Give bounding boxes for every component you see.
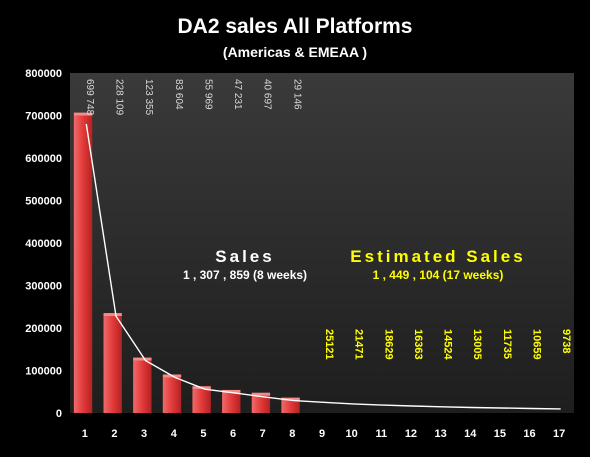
sales-bar-cap — [133, 357, 152, 361]
sales-bar — [73, 115, 93, 413]
estimated-value-label: 10659 — [531, 329, 543, 360]
x-tick-label: 15 — [494, 428, 506, 440]
x-tick-label: 1 — [82, 428, 88, 440]
chart-title: DA2 sales All Platforms — [178, 15, 413, 38]
sales-bar — [103, 316, 122, 413]
estimated-value-label: 18629 — [382, 329, 394, 360]
sales-bar-cap — [73, 112, 93, 116]
y-tick-label: 400000 — [25, 238, 62, 250]
y-tick-label: 500000 — [25, 196, 62, 208]
sales-value-label: 228 109 — [113, 79, 124, 116]
estimated-value-label: 25121 — [323, 329, 335, 360]
sales-bar-cap — [281, 397, 300, 401]
y-tick-label: 600000 — [25, 153, 62, 165]
trend-group — [85, 123, 561, 410]
chart-subtitle: (Americas & EMEAA ) — [223, 44, 367, 60]
estimated-value-label: 11735 — [501, 329, 513, 359]
x-tick-label: 16 — [523, 428, 535, 440]
sales-annotation-title: Sales — [215, 247, 274, 266]
sales-bar — [281, 400, 300, 413]
sales-value-label: 40 697 — [262, 79, 273, 110]
sales-bar — [192, 389, 211, 413]
x-tick-label: 14 — [464, 428, 477, 440]
sales-bar — [222, 392, 241, 413]
sales-value-label: 29 146 — [291, 79, 302, 110]
sales-annotation-total: 1 , 307 , 859 (8 weeks) — [183, 268, 307, 282]
sales-bar — [133, 360, 152, 413]
x-tick-label: 17 — [553, 428, 565, 440]
x-tick-label: 4 — [171, 428, 178, 440]
sales-bar — [251, 395, 271, 413]
x-tick-label: 9 — [319, 428, 325, 440]
sales-value-label: 83 604 — [173, 79, 184, 110]
sales-bar-cap — [222, 389, 241, 393]
estimated-value-label: 9738 — [560, 329, 572, 353]
x-tick-label: 8 — [289, 428, 295, 440]
y-tick-label: 300000 — [25, 281, 62, 293]
sales-bar-cap — [103, 313, 122, 317]
y-axis: 0 100000 200000 300000 400000 500000 600000 700… — [25, 68, 62, 420]
x-tick-label: 10 — [346, 428, 358, 440]
bars-group — [73, 112, 300, 413]
x-tick-label: 7 — [260, 428, 266, 440]
x-tick-label: 6 — [230, 428, 236, 440]
sales-value-label: 699 748 — [84, 79, 95, 116]
x-tick-label: 2 — [111, 428, 117, 440]
estimated-value-label: 14524 — [442, 329, 454, 360]
estimated-value-label: 13005 — [471, 329, 483, 360]
sales-bar-cap — [251, 392, 271, 396]
trend-line — [85, 123, 561, 410]
plot-area — [70, 73, 574, 413]
y-tick-label: 100000 — [25, 366, 62, 378]
sales-value-label: 123 355 — [143, 79, 154, 116]
sales-value-label: 55 969 — [202, 79, 213, 110]
sales-bar — [162, 377, 182, 413]
estimated-value-label: 21471 — [353, 329, 365, 360]
x-tick-label: 3 — [141, 428, 147, 440]
x-axis: 1 2 3 4 5 6 7 8 9 10 11 12 13 14 15 16 17 — [82, 428, 566, 440]
estimated-value-label: 16363 — [412, 329, 424, 360]
estimated-annotation-total: 1 , 449 , 104 (17 weeks) — [373, 268, 504, 282]
y-tick-label: 700000 — [25, 111, 62, 123]
estimated-annotation-title: Estimated Sales — [350, 247, 525, 266]
value-labels-group: 699 748 228 109 123 355 83 604 55 969 47 231 4… — [84, 79, 572, 360]
x-tick-label: 11 — [375, 428, 387, 440]
y-tick-label: 0 — [56, 408, 62, 420]
y-tick-label: 800000 — [25, 68, 62, 80]
x-tick-label: 12 — [405, 428, 417, 440]
y-tick-label: 200000 — [25, 323, 62, 335]
x-tick-label: 13 — [434, 428, 446, 440]
x-tick-label: 5 — [200, 428, 206, 440]
sales-value-label: 47 231 — [232, 79, 243, 110]
